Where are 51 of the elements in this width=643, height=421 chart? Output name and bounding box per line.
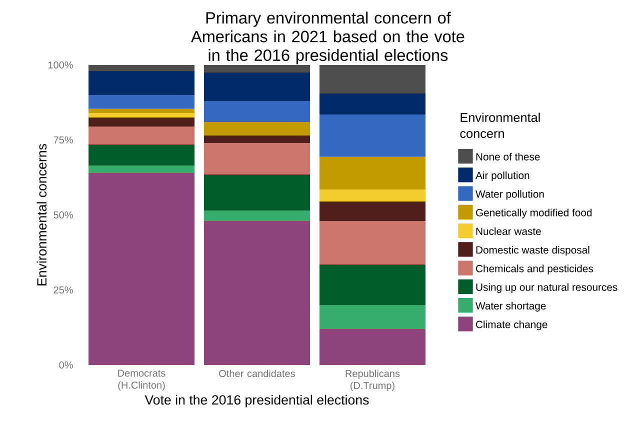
bar bbox=[88, 172, 195, 365]
bar bbox=[88, 70, 195, 95]
legend-label: None of these bbox=[476, 152, 540, 160]
x-axis-title: Vote in the 2016 presidential elections bbox=[144, 394, 369, 408]
bar bbox=[204, 210, 310, 221]
y-axis-title: Environmental concerns bbox=[36, 144, 47, 286]
bar bbox=[88, 112, 195, 118]
bar bbox=[319, 114, 426, 156]
bar bbox=[88, 64, 195, 71]
bar bbox=[319, 156, 426, 190]
bar bbox=[319, 328, 426, 365]
legend-label: Water shortage bbox=[476, 302, 546, 312]
bar bbox=[88, 144, 195, 166]
bar bbox=[319, 64, 426, 94]
y-tick-label: 25% bbox=[54, 286, 73, 294]
bar bbox=[88, 94, 195, 108]
y-tick-label: 100% bbox=[48, 61, 73, 69]
legend-label: Water pollution bbox=[476, 190, 544, 200]
bar bbox=[319, 264, 426, 305]
legend-label: Nuclear waste bbox=[476, 227, 541, 236]
legend-label: Domestic waste disposal bbox=[476, 246, 590, 256]
bar bbox=[204, 100, 310, 122]
legend-label: Using up our natural resources bbox=[476, 283, 618, 293]
bar bbox=[204, 64, 310, 72]
y-tick-label: 50% bbox=[54, 211, 73, 219]
bar bbox=[204, 142, 310, 174]
bar bbox=[319, 189, 426, 202]
legend-label: Climate change bbox=[476, 320, 548, 330]
legend-label: Air pollution bbox=[476, 171, 530, 182]
bar bbox=[88, 126, 195, 144]
bar bbox=[88, 117, 195, 126]
x-tick-label: Democrats (H.Clinton) bbox=[118, 370, 166, 391]
legend-label: Genetically modified food bbox=[476, 208, 592, 218]
x-tick-label: Other candidates bbox=[219, 370, 295, 378]
bar bbox=[319, 201, 426, 221]
bar bbox=[204, 135, 310, 143]
bar bbox=[319, 220, 426, 264]
bar bbox=[319, 93, 426, 114]
bar bbox=[204, 72, 310, 101]
bar bbox=[88, 165, 195, 173]
bar bbox=[319, 304, 426, 329]
legend-title: Environmental concern bbox=[460, 112, 540, 138]
bar bbox=[204, 122, 310, 136]
y-tick-label: 75% bbox=[54, 136, 73, 144]
chart-title: Primary environmental concern of Americans in 2021 based on the vote in the 2016 presidential elections bbox=[191, 12, 464, 64]
bar bbox=[204, 220, 310, 365]
x-tick-label: Republicans (D.Trump) bbox=[346, 370, 400, 392]
y-tick-label: 0% bbox=[59, 361, 73, 369]
bar bbox=[204, 174, 310, 210]
legend-label: Chemicals and pesticides bbox=[476, 264, 594, 274]
bar bbox=[88, 108, 195, 113]
